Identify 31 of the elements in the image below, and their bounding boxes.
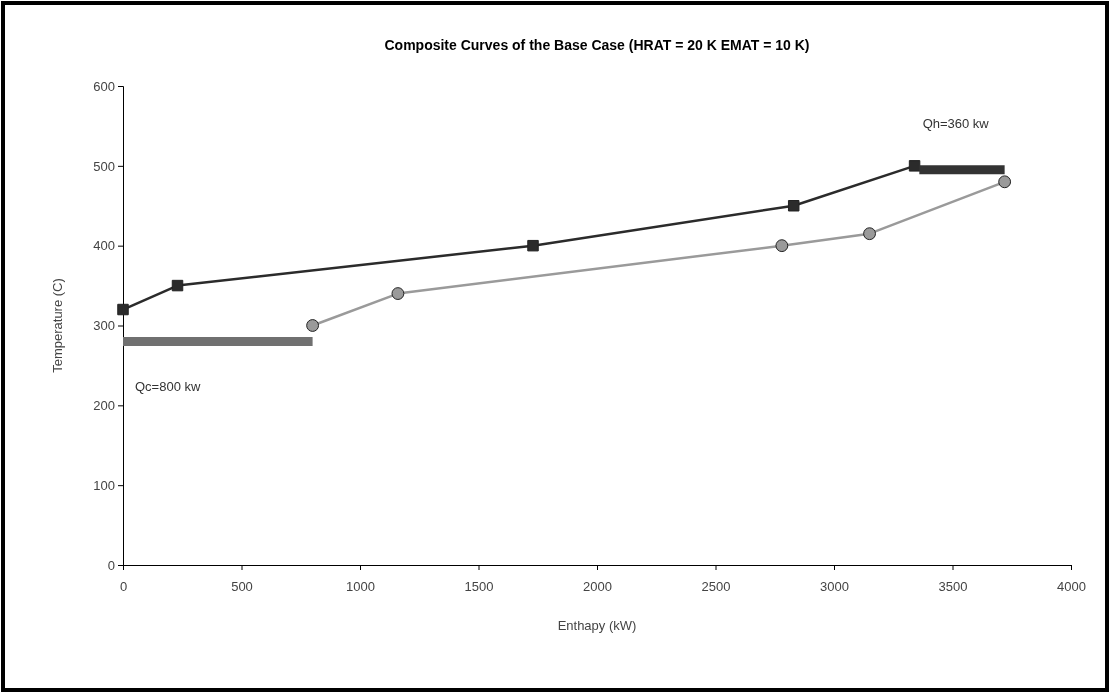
chart-title: Composite Curves of the Base Case (HRAT = 20 K EMAT = 10 K)	[384, 37, 810, 53]
point	[306, 319, 320, 332]
x-tick-label: 3000	[820, 579, 849, 595]
y-tick-label: 100	[93, 477, 115, 493]
annotation: Qh=360 kw	[922, 115, 990, 131]
point	[117, 303, 129, 316]
x-tick-label: 1500	[464, 579, 494, 595]
point	[527, 239, 539, 252]
y-axis-title: Temperature (C)	[50, 278, 65, 373]
point	[787, 200, 800, 212]
point	[863, 227, 876, 241]
point	[998, 175, 1012, 189]
y-tick-label: 400	[93, 238, 115, 254]
x-tick-label: 500	[231, 579, 253, 595]
x-tick-label: 2500	[701, 579, 731, 595]
y-tick-label: 200	[93, 397, 115, 413]
x-tick-label: 4000	[1057, 579, 1086, 595]
y-tick-label: 600	[93, 78, 115, 94]
y-tick-label: 500	[93, 158, 115, 174]
x-tick-label: 0	[119, 579, 128, 595]
x-axis-title: Enthapy (kW)	[557, 618, 637, 633]
x-tick-label: 2000	[583, 579, 612, 595]
point	[908, 160, 921, 172]
x-tick-label: 1000	[346, 579, 375, 595]
point	[171, 279, 184, 292]
annotation: Qc=800 kw	[135, 379, 202, 395]
point	[775, 239, 789, 253]
y-tick-label: 300	[93, 318, 115, 334]
x-tick-label: 3500	[938, 579, 968, 595]
point	[391, 287, 405, 300]
y-tick-label: 0	[107, 557, 115, 573]
